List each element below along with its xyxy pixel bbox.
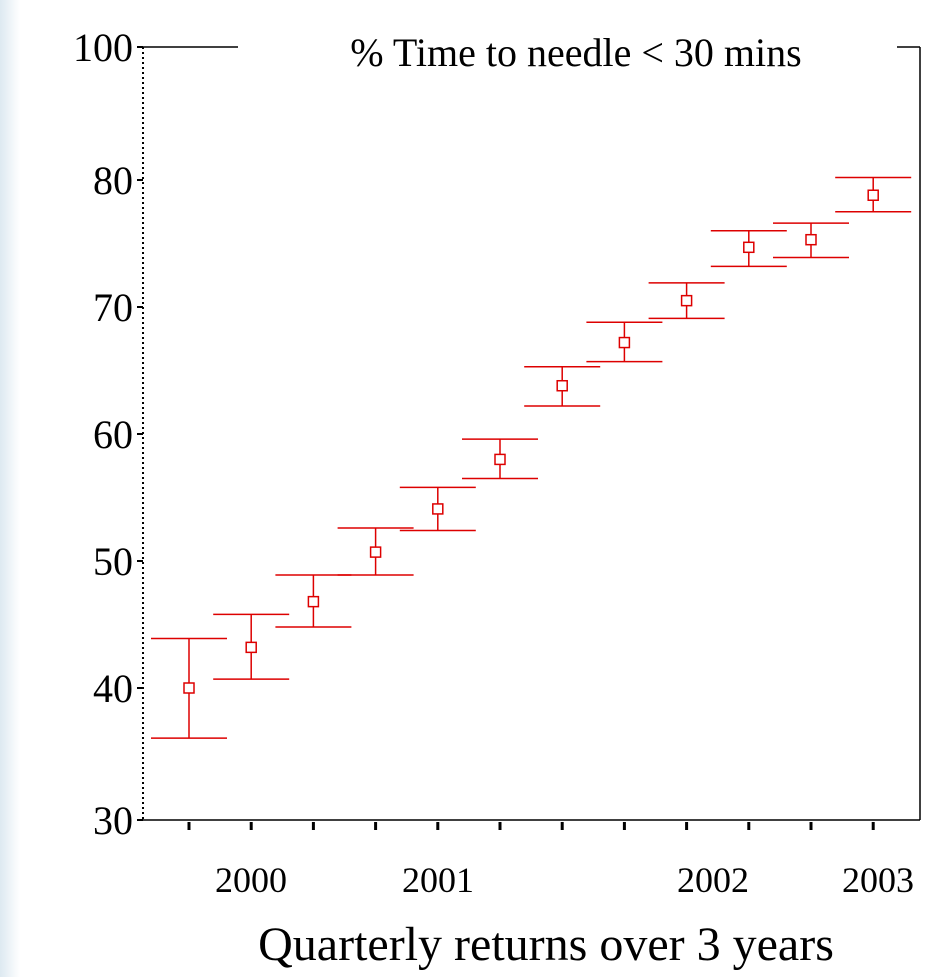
data-point-marker	[183, 682, 195, 694]
x-tick-label: 2000	[215, 860, 287, 900]
y-tick-label: 50	[93, 539, 133, 584]
data-point-marker	[307, 595, 320, 608]
y-tick-label: 100	[73, 25, 133, 70]
x-tick-label: 2003	[842, 860, 914, 900]
y-tick-label: 60	[93, 412, 133, 457]
x-axis-label: Quarterly returns over 3 years	[258, 918, 834, 971]
data-point-marker	[556, 379, 568, 392]
y-tick-label: 70	[93, 285, 133, 330]
data-point-marker	[618, 336, 631, 349]
data-point-marker	[680, 294, 693, 307]
x-tick-label: 2001	[402, 860, 474, 900]
data-point-marker	[245, 641, 257, 654]
x-tick-label: 2002	[677, 860, 749, 900]
y-tick-label: 40	[93, 666, 133, 711]
data-point-marker	[867, 189, 879, 201]
data-point-marker	[494, 453, 506, 466]
data-point-marker	[743, 241, 755, 254]
y-tick-label: 30	[93, 798, 133, 843]
data-point-marker	[369, 546, 382, 558]
chart-title: % Time to needle < 30 mins	[350, 30, 801, 75]
data-point-marker	[432, 503, 444, 515]
data-point-marker	[805, 233, 817, 246]
y-tick-label: 80	[93, 158, 133, 203]
